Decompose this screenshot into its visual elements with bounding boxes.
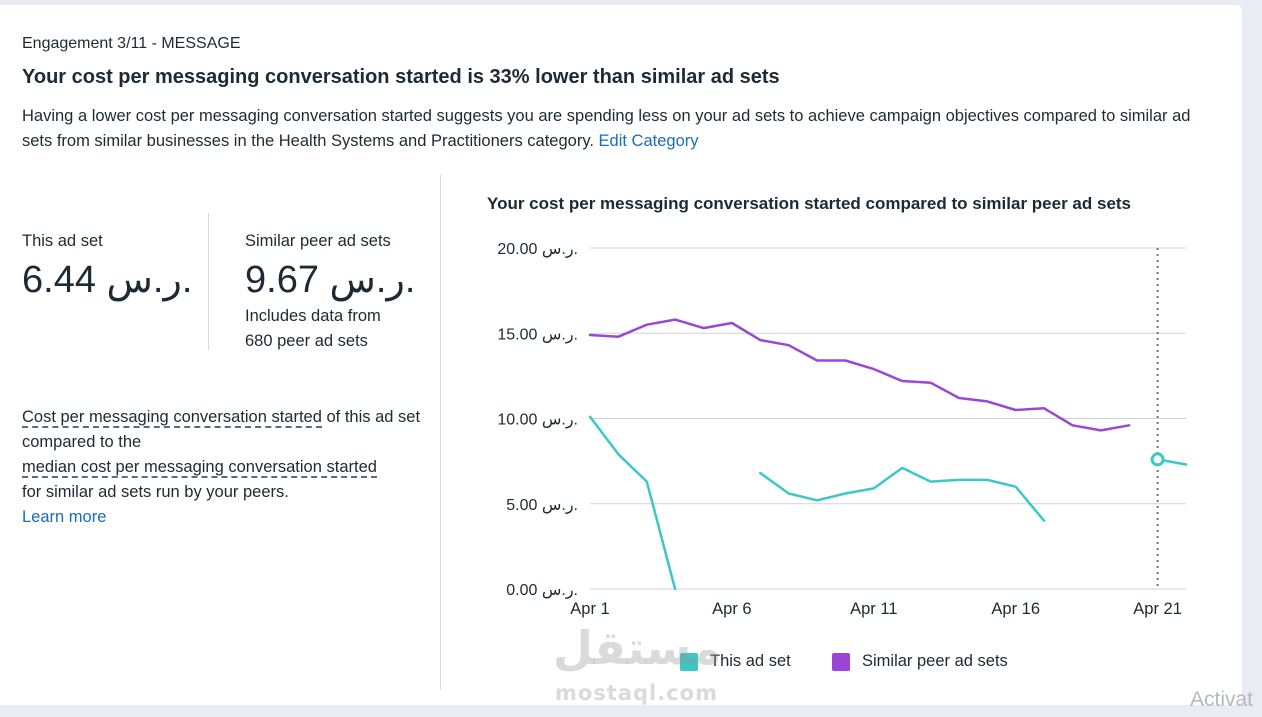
watermark-latin: mostaql.com	[555, 681, 718, 705]
this-ad-set-label: This ad set	[22, 232, 103, 250]
metrics-divider	[208, 213, 209, 350]
peer-note-line1: Includes data from	[245, 307, 381, 325]
insight-card: Engagement 3/11 - MESSAGE Your cost per …	[0, 5, 1242, 705]
peer-note-line2: 680 peer ad sets	[245, 332, 368, 350]
cost-per-conversation-term[interactable]: Cost per messaging conversation started	[22, 408, 322, 428]
section-divider	[440, 175, 441, 690]
legend-item-this-ad-set[interactable]: This ad set	[680, 652, 791, 671]
windows-activation-notice: Activat	[1190, 688, 1254, 711]
line-chart: 0.00 ر.س. 5.00 ر.س. 10.00 ر.س. 15.00 ر.س. 20…	[497, 241, 1188, 618]
description-text: Having a lower cost per messaging conver…	[22, 107, 1191, 150]
legend-item-peer-ad-sets[interactable]: Similar peer ad sets	[832, 652, 1008, 671]
this-ad-set-value: 6.44 ر.س.	[22, 259, 193, 301]
edit-category-link[interactable]: Edit Category	[598, 132, 699, 150]
x-tick-label: Apr 21	[1133, 600, 1182, 618]
series-line-peer-ad-sets	[588, 318, 1131, 432]
explanation-text-2: for similar ad sets run by your peers.	[22, 483, 289, 501]
y-tick-label: 15.00 ر.س.	[497, 326, 578, 344]
peer-ad-sets-note: Includes data from 680 peer ad sets	[245, 304, 381, 354]
y-tick-label: 0.00 ر.س.	[506, 582, 578, 600]
legend-swatch-peer-ad-sets	[832, 652, 850, 671]
peer-ad-sets-label: Similar peer ad sets	[245, 232, 391, 250]
chart-title: Your cost per messaging conversation sta…	[487, 194, 1132, 213]
insight-description: Having a lower cost per messaging conver…	[22, 104, 1202, 154]
insight-headline: Your cost per messaging conversation sta…	[22, 66, 780, 88]
highlight-point	[1150, 452, 1165, 467]
metric-explanation: Cost per messaging conversation started …	[22, 405, 432, 530]
series-line-this-ad-set	[759, 466, 1046, 523]
peer-ad-sets-value: 9.67 ر.س.	[245, 259, 416, 301]
y-tick-label: 20.00 ر.س.	[497, 241, 578, 259]
x-tick-label: Apr 11	[850, 600, 897, 618]
x-tick-label: Apr 6	[712, 600, 751, 618]
legend-label-peer-ad-sets: Similar peer ad sets	[862, 652, 1008, 670]
y-tick-label: 5.00 ر.س.	[506, 497, 578, 515]
x-tick-label: Apr 16	[991, 600, 1040, 618]
insight-eyebrow: Engagement 3/11 - MESSAGE	[22, 35, 241, 52]
y-tick-label: 10.00 ر.س.	[497, 412, 578, 430]
watermark-arabic: مستقل	[553, 621, 722, 675]
x-tick-label: Apr 1	[570, 600, 609, 618]
learn-more-link[interactable]: Learn more	[22, 508, 107, 526]
watermark: مستقل mostaql.com	[553, 621, 722, 705]
legend-swatch-this-ad-set	[680, 652, 698, 671]
median-cost-term[interactable]: median cost per messaging conversation s…	[22, 458, 377, 478]
legend-label-this-ad-set: This ad set	[710, 652, 791, 670]
series-line-this-ad-set	[588, 415, 677, 591]
explanation-text-1: of this ad set compared to the	[22, 408, 421, 451]
